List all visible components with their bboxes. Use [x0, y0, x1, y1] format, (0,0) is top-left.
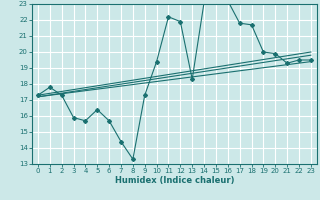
X-axis label: Humidex (Indice chaleur): Humidex (Indice chaleur): [115, 176, 234, 185]
